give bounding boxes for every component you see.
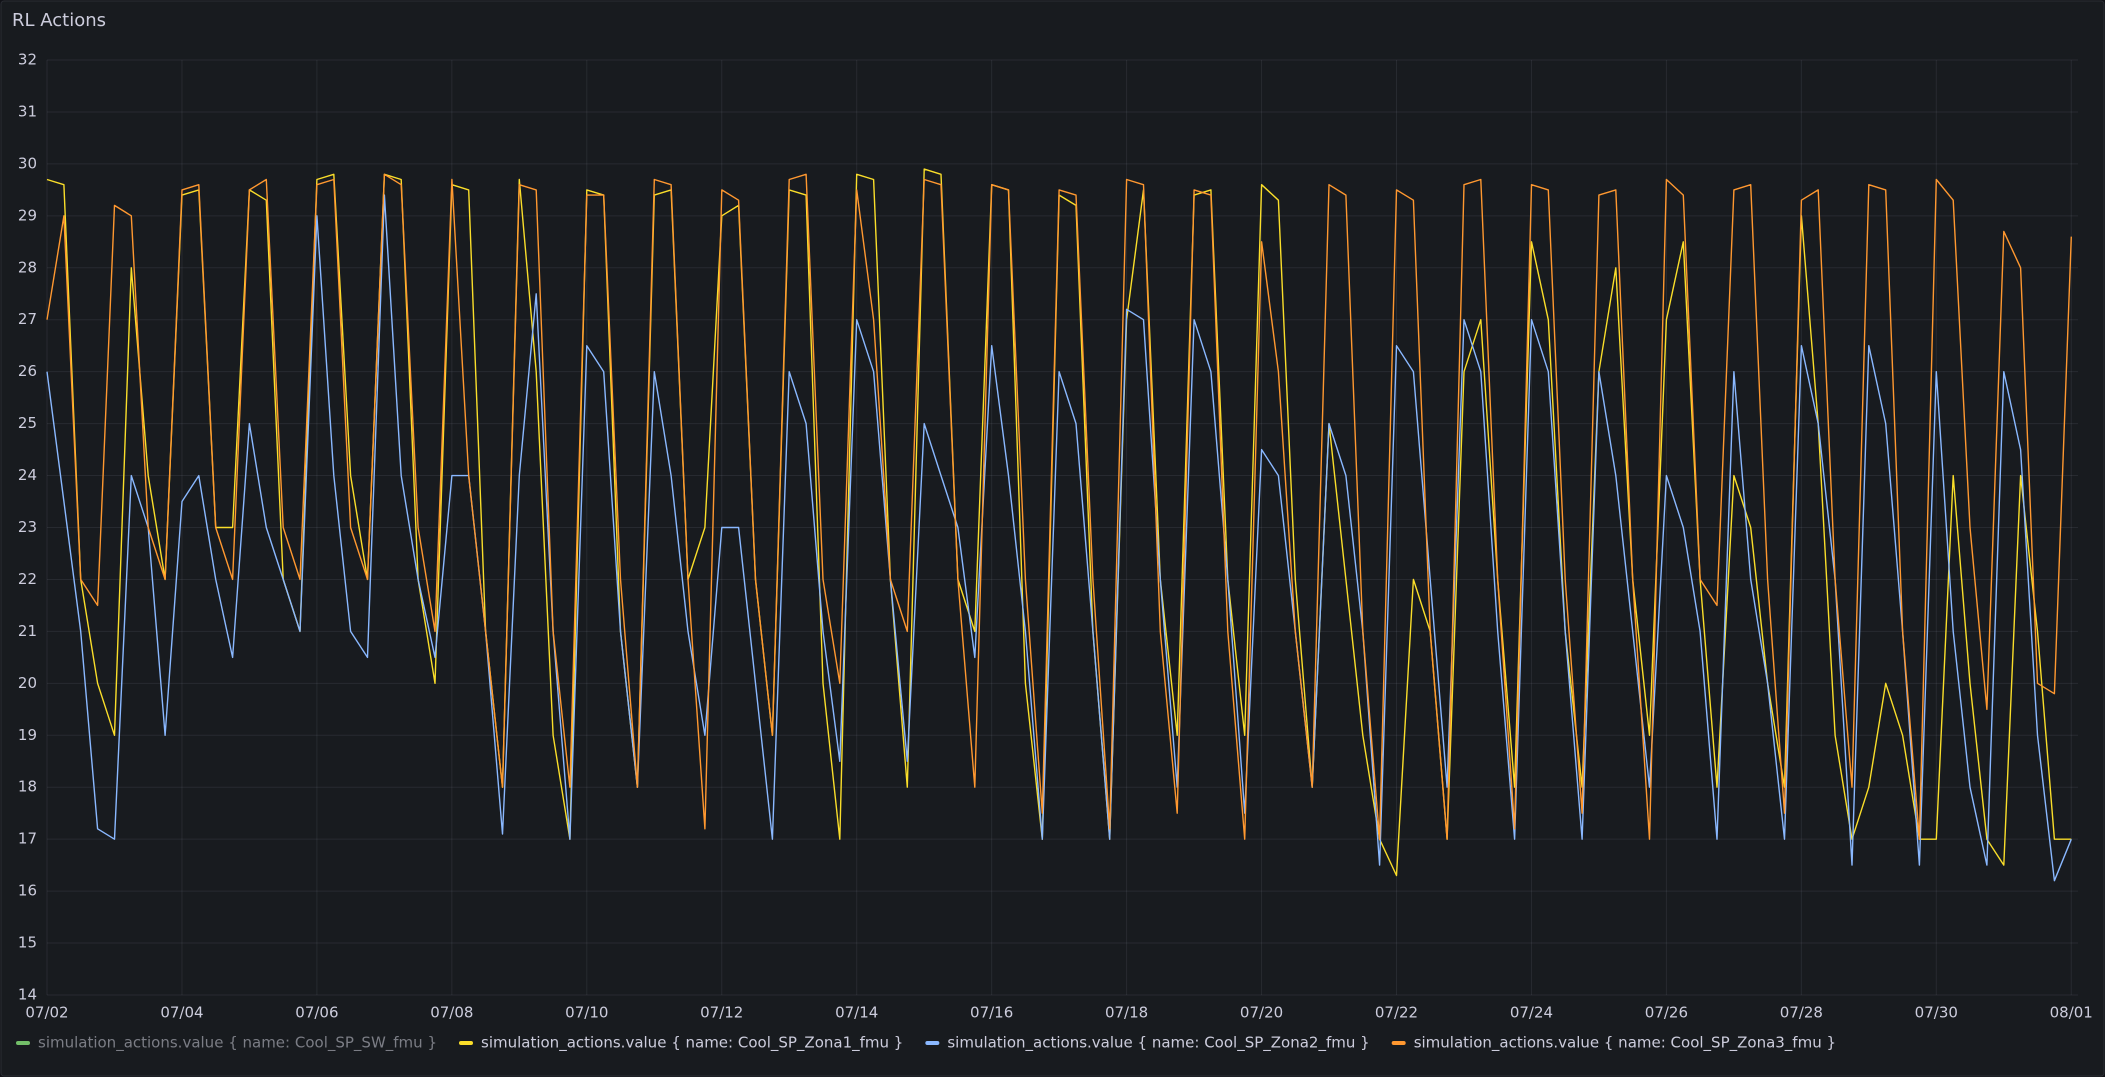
y-tick-label: 14 <box>18 986 37 1004</box>
series-line <box>46 173 2072 840</box>
x-tick-label: 07/16 <box>970 1004 1013 1022</box>
x-tick-label: 08/01 <box>2050 1004 2093 1022</box>
y-tick-label: 28 <box>18 258 37 276</box>
panel-title: RL Actions <box>12 10 106 31</box>
y-tick-label: 21 <box>18 622 37 640</box>
x-tick-label: 07/10 <box>565 1004 608 1022</box>
y-tick-label: 15 <box>18 934 37 952</box>
x-tick-label: 07/26 <box>1645 1004 1688 1022</box>
y-tick-label: 20 <box>18 674 37 692</box>
x-tick-label: 07/30 <box>1915 1004 1958 1022</box>
x-tick-label: 07/22 <box>1375 1004 1418 1022</box>
y-tick-label: 29 <box>18 206 37 224</box>
y-tick-label: 24 <box>18 466 37 484</box>
legend-label: simulation_actions.value { name: Cool_SP… <box>481 1034 903 1053</box>
legend-swatch <box>925 1041 940 1045</box>
x-tick-label: 07/04 <box>160 1004 203 1022</box>
y-tick-label: 22 <box>18 570 37 588</box>
y-tick-label: 27 <box>18 310 37 328</box>
x-tick-label: 07/02 <box>25 1004 68 1022</box>
legend-swatch <box>16 1041 30 1045</box>
y-tick-label: 19 <box>18 726 37 744</box>
x-tick-label: 07/20 <box>1240 1004 1283 1022</box>
x-tick-label: 07/06 <box>295 1004 338 1022</box>
y-tick-label: 30 <box>18 154 37 172</box>
legend-label: simulation_actions.value { name: Cool_SP… <box>38 1034 437 1053</box>
y-tick-label: 17 <box>18 830 37 848</box>
y-tick-label: 16 <box>18 882 37 900</box>
legend-swatch <box>459 1041 473 1045</box>
y-tick-label: 25 <box>18 414 37 432</box>
legend-label: simulation_actions.value { name: Cool_SP… <box>947 1034 1369 1053</box>
x-tick-label: 07/28 <box>1780 1004 1823 1022</box>
x-tick-label: 07/14 <box>835 1004 878 1022</box>
series-line <box>46 194 2072 882</box>
x-tick-label: 07/24 <box>1510 1004 1553 1022</box>
y-tick-label: 31 <box>18 102 37 120</box>
y-tick-label: 23 <box>18 518 37 536</box>
legend-swatch <box>1391 1041 1406 1045</box>
x-tick-label: 07/08 <box>430 1004 473 1022</box>
x-tick-label: 07/12 <box>700 1004 743 1022</box>
legend-label: simulation_actions.value { name: Cool_SP… <box>1414 1034 1836 1053</box>
y-tick-label: 32 <box>18 51 37 69</box>
x-tick-label: 07/18 <box>1105 1004 1148 1022</box>
y-tick-label: 18 <box>18 778 37 796</box>
y-tick-label: 26 <box>18 362 37 380</box>
